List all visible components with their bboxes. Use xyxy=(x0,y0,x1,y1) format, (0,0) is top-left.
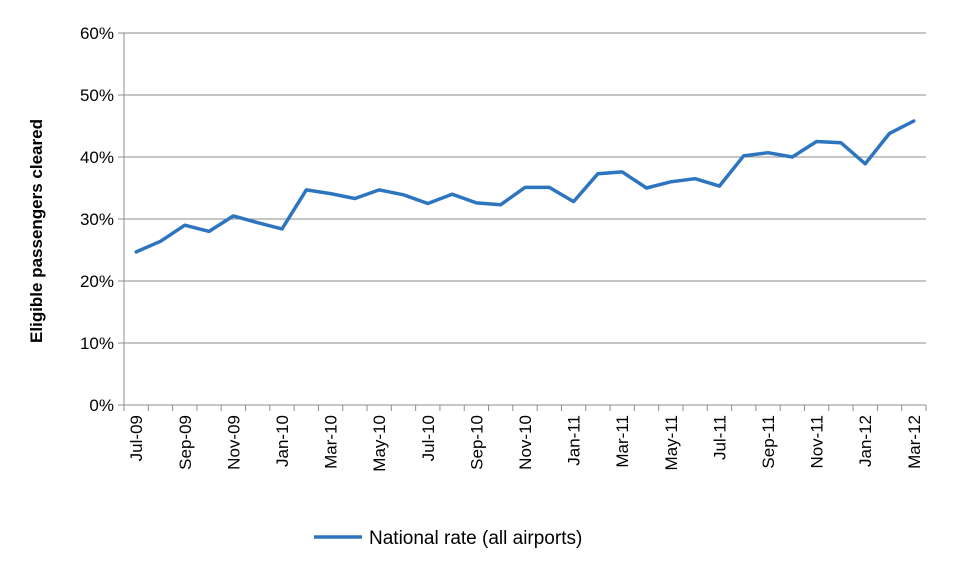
x-tick-label: May-11 xyxy=(662,415,681,470)
x-tick-label: Nov-10 xyxy=(516,415,535,470)
x-axis-tick-labels: Jul-09 Sep-09 Nov-09 Jan-10 Mar-10 May-10 Jul-… xyxy=(127,415,924,472)
x-tick-label: Jan-12 xyxy=(856,415,875,467)
y-tick-label: 10% xyxy=(80,334,114,353)
y-tick-label: 0% xyxy=(89,396,114,415)
y-tick-label: 20% xyxy=(80,272,114,291)
y-tick-label: 60% xyxy=(80,24,114,43)
x-tick-label: Jul-10 xyxy=(419,415,438,461)
x-tick-label: Nov-11 xyxy=(808,415,827,469)
x-tick-label: Mar-11 xyxy=(613,415,632,468)
x-tick-label: May-10 xyxy=(370,415,389,472)
x-axis-tick-marks xyxy=(123,405,927,411)
legend: National rate (all airports) xyxy=(314,528,582,549)
y-axis-tick-labels: 0% 10% 20% 30% 40% 50% 60% xyxy=(80,24,114,415)
y-tick-label: 50% xyxy=(80,86,114,105)
y-axis-label: Eligible passengers cleared xyxy=(27,119,46,343)
x-tick-label: Sep-09 xyxy=(176,415,195,470)
x-tick-label: Sep-10 xyxy=(467,415,486,470)
y-tick-label: 30% xyxy=(80,210,114,229)
x-tick-label: Sep-11 xyxy=(759,415,778,469)
x-tick-label: Mar-10 xyxy=(322,415,341,469)
x-tick-label: Jul-09 xyxy=(127,415,146,461)
series-line xyxy=(134,119,916,254)
gridlines xyxy=(118,32,926,406)
x-tick-label: Jan-10 xyxy=(273,415,292,467)
legend-label: National rate (all airports) xyxy=(369,528,582,549)
x-tick-label: Jul-11 xyxy=(710,415,729,460)
x-tick-label: Mar-12 xyxy=(905,415,924,469)
y-tick-label: 40% xyxy=(80,148,114,167)
x-tick-label: Nov-09 xyxy=(224,415,243,470)
x-tick-label: Jan-11 xyxy=(565,415,584,466)
series-group xyxy=(134,119,916,254)
